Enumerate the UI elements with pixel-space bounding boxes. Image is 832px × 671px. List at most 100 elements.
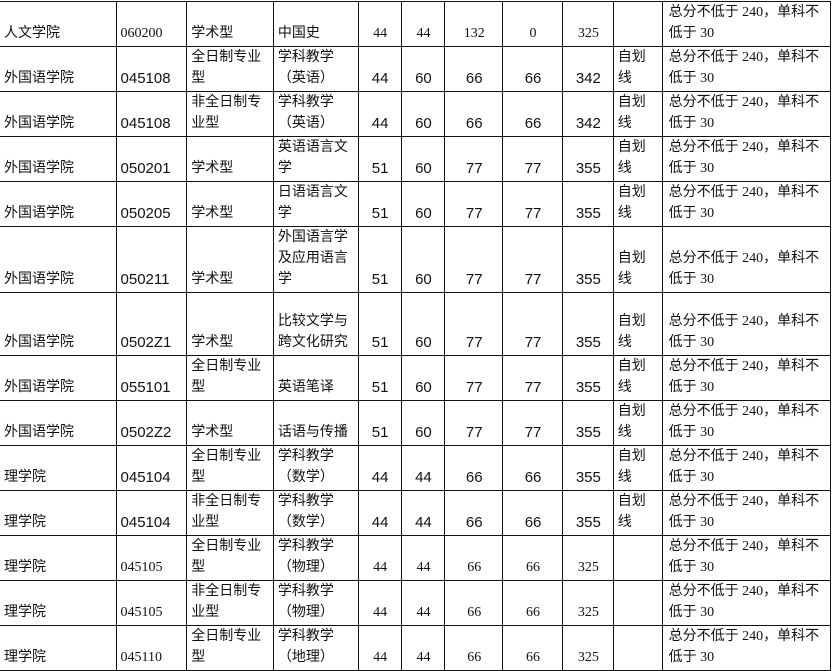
score-foreign-language-cell: 44 [400,1,446,47]
code-cell: 0502Z1 [115,292,188,356]
code-cell: 045104 [115,445,188,491]
major-cell: 学科教学（数学） [272,445,359,491]
score-politics-cell: 44 [357,580,402,626]
score-subject2-cell: 66 [502,535,563,581]
score-subject2-cell: 0 [502,1,563,47]
score-foreign-language-cell: 60 [400,355,446,401]
college-cell: 理学院 [0,625,117,671]
total-score-cell: 325 [561,1,614,47]
score-politics-cell: 44 [357,490,402,536]
college-cell: 外国语学院 [0,91,117,137]
code-cell: 045110 [115,625,188,671]
score-subject1-cell: 66 [444,625,504,671]
type-cell: 非全日制专业型 [186,91,274,137]
score-subject2-cell: 66 [502,445,563,491]
score-politics-cell: 44 [357,535,402,581]
line-type-cell [612,535,663,581]
line-type-cell [612,1,663,47]
score-foreign-language-cell: 44 [400,445,446,491]
table-row: 外国语学院 050205 学术型 日语语言文学 51 60 77 77 355 自划线 总分不低于 … [0,181,832,227]
college-cell: 理学院 [0,535,117,581]
code-cell: 045105 [115,535,188,581]
note-cell: 总分不低于 240，单科不低于 30 [661,400,832,446]
code-cell: 050201 [115,136,188,182]
score-subject2-cell: 77 [502,400,563,446]
score-politics-cell: 44 [357,445,402,491]
score-subject1-cell: 66 [444,46,504,92]
type-cell: 全日制专业型 [186,535,274,581]
total-score-cell: 355 [561,226,614,293]
code-cell: 050211 [115,226,188,293]
college-cell: 外国语学院 [0,181,117,227]
note-cell: 总分不低于 240，单科不低于 30 [661,1,832,47]
note-cell: 总分不低于 240，单科不低于 30 [661,355,832,401]
major-cell: 学科教学（物理） [272,535,359,581]
line-type-cell: 自划线 [612,292,663,356]
type-cell: 学术型 [186,181,274,227]
note-cell: 总分不低于 240，单科不低于 30 [661,46,832,92]
note-cell: 总分不低于 240，单科不低于 30 [661,445,832,491]
score-subject1-cell: 66 [444,445,504,491]
table-row: 外国语学院 050211 学术型 外国语言学及应用语言学 51 60 77 77 355 自划线总… [0,226,832,293]
score-foreign-language-cell: 60 [400,181,446,227]
score-foreign-language-cell: 60 [400,46,446,92]
score-subject1-cell: 77 [444,292,504,356]
type-cell: 学术型 [186,292,274,356]
score-subject1-cell: 132 [444,1,504,47]
table-row: 外国语学院 045108 全日制专业型 学科教学（英语） 44 60 66 66 342 自划线总… [0,46,832,92]
table-row: 外国语学院 045108 非全日制专业型 学科教学（英语） 44 60 66 66 342 自划线… [0,91,832,137]
score-subject1-cell: 66 [444,490,504,536]
college-cell: 外国语学院 [0,292,117,356]
note-cell: 总分不低于 240，单科不低于 30 [661,136,832,182]
score-politics-cell: 51 [357,226,402,293]
total-score-cell: 342 [561,46,614,92]
line-type-cell: 自划线 [612,400,663,446]
score-subject1-cell: 77 [444,136,504,182]
score-subject1-cell: 66 [444,535,504,581]
college-cell: 外国语学院 [0,226,117,293]
score-subject2-cell: 66 [502,625,563,671]
type-cell: 学术型 [186,136,274,182]
major-cell: 比较文学与跨文化研究 [272,292,359,356]
table-row: 理学院 045110 全日制专业型 学科教学（地理） 44 44 66 66 325 总分不低于 … [0,625,832,671]
major-cell: 日语语言文学 [272,181,359,227]
type-cell: 全日制专业型 [186,46,274,92]
college-cell: 理学院 [0,580,117,626]
line-type-cell: 自划线 [612,355,663,401]
major-cell: 学科教学（物理） [272,580,359,626]
score-subject1-cell: 77 [444,355,504,401]
college-cell: 外国语学院 [0,136,117,182]
table-row: 人文学院 060200 学术型 中国史 44 44 132 0 325 总分不低于 240，单科不… [0,1,832,47]
score-subject2-cell: 77 [502,136,563,182]
total-score-cell: 355 [561,355,614,401]
type-cell: 学术型 [186,1,274,47]
score-subject1-cell: 66 [444,580,504,626]
score-subject1-cell: 77 [444,226,504,293]
note-cell: 总分不低于 240，单科不低于 30 [661,226,832,293]
table-row: 外国语学院 055101 全日制专业型 英语笔译 51 60 77 77 355 自划线 总分不低于… [0,355,832,401]
score-politics-cell: 44 [357,625,402,671]
score-politics-cell: 51 [357,355,402,401]
major-cell: 学科教学（英语） [272,46,359,92]
score-foreign-language-cell: 60 [400,91,446,137]
table-row: 理学院 045105 非全日制专业型 学科教学（物理） 44 44 66 66 325 总分不低于… [0,580,832,626]
table-row: 理学院 045104 非全日制专业型 学科教学（数学） 44 44 66 66 355 自划线 总分… [0,490,832,536]
score-politics-cell: 44 [357,46,402,92]
total-score-cell: 355 [561,181,614,227]
major-cell: 外国语言学及应用语言学 [272,226,359,293]
college-cell: 理学院 [0,445,117,491]
total-score-cell: 325 [561,580,614,626]
major-cell: 学科教学（数学） [272,490,359,536]
table-row: 理学院 045105 全日制专业型 学科教学（物理） 44 44 66 66 325 总分不低于 … [0,535,832,581]
score-subject1-cell: 77 [444,181,504,227]
note-cell: 总分不低于 240，单科不低于 30 [661,292,832,356]
score-foreign-language-cell: 60 [400,292,446,356]
type-cell: 非全日制专业型 [186,490,274,536]
score-foreign-language-cell: 60 [400,226,446,293]
college-cell: 人文学院 [0,1,117,47]
major-cell: 中国史 [272,1,359,47]
code-cell: 045104 [115,490,188,536]
line-type-cell [612,580,663,626]
code-cell: 060200 [115,1,188,47]
